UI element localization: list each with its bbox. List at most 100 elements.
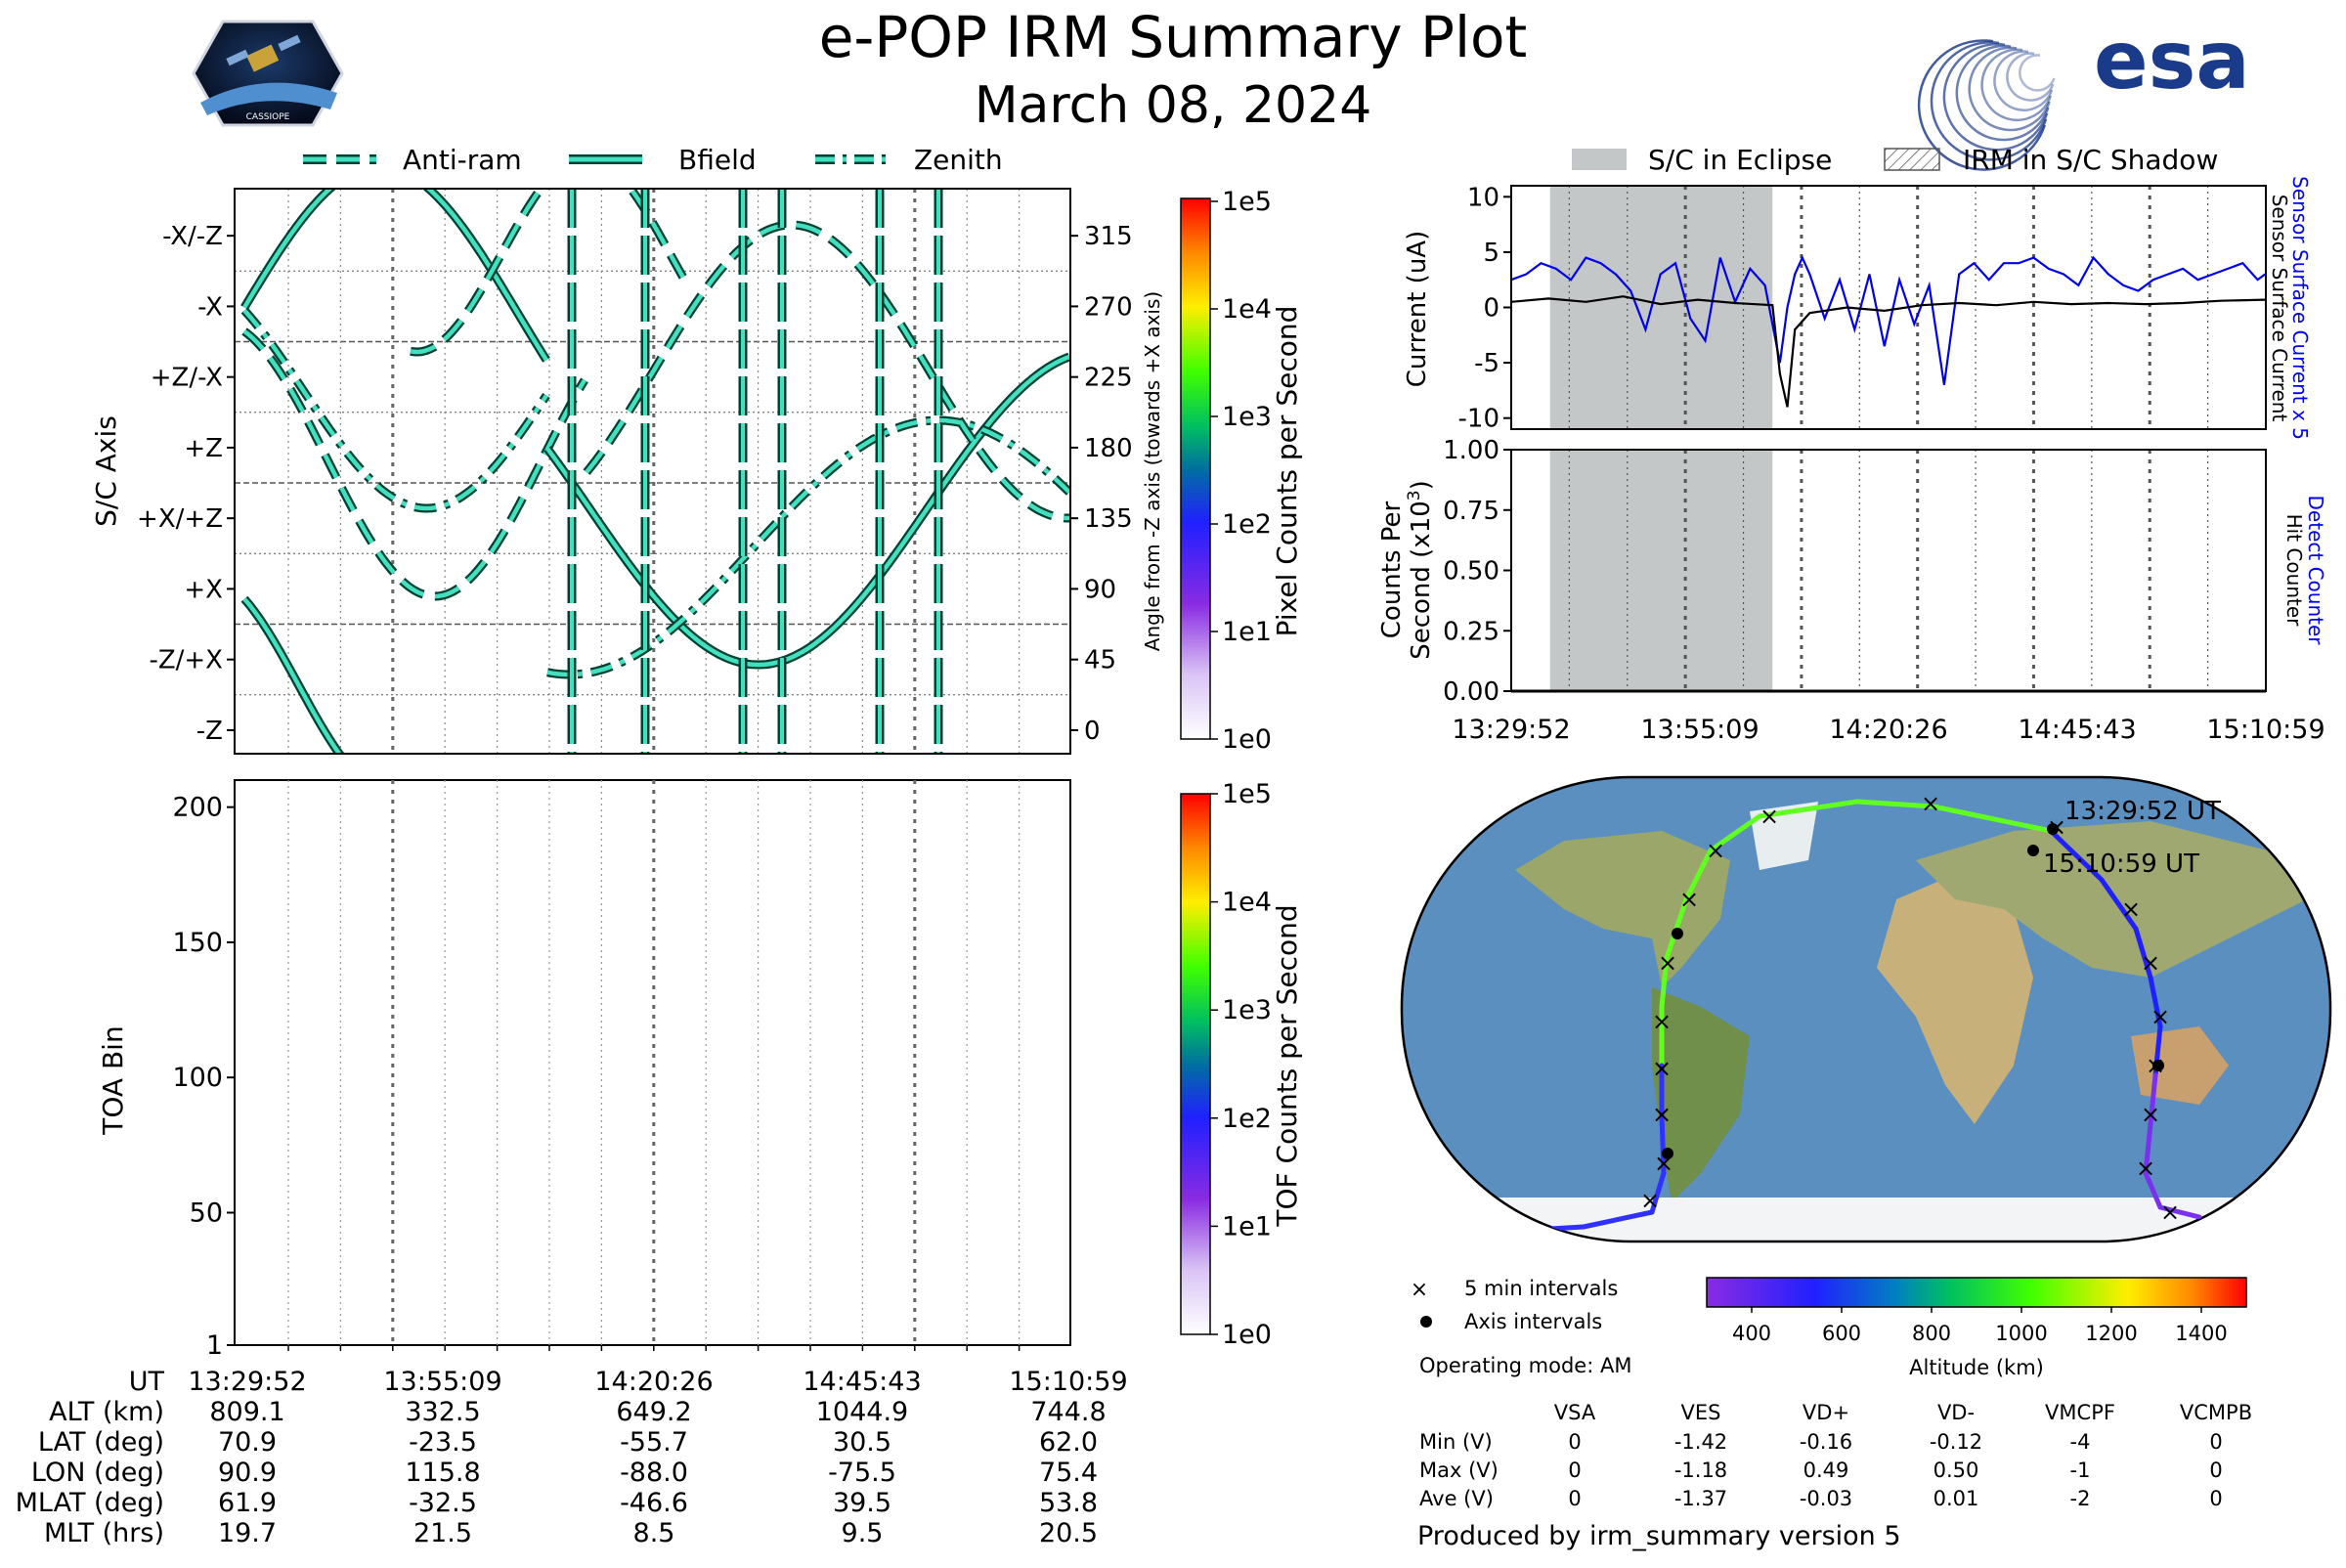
- current-panel: 10 5 0 -5 -10 Current (uA) Sensor Surface Cu…: [1403, 176, 2312, 440]
- voltage-cell: 0: [1568, 1487, 1581, 1510]
- altitude-tick-label: 600: [1822, 1322, 1861, 1345]
- orbit-track-segment: [1757, 799, 1860, 819]
- axis-y2tick-label: 90: [1084, 575, 1116, 604]
- stats-cell: 13:29:52: [188, 1367, 306, 1397]
- stats-row-label: LAT (deg): [38, 1427, 164, 1458]
- stats-cell: 744.8: [1030, 1397, 1106, 1427]
- current-ylabel: Current (uA): [1403, 231, 1432, 387]
- map-end-label: 15:10:59 UT: [2043, 849, 2199, 879]
- axis-y2tick-label: 270: [1084, 292, 1133, 322]
- voltage-cell: -0.16: [1800, 1430, 1852, 1454]
- pixel-counts-colorbar: 1e0 1e1 1e2 1e3 1e4 1e5 Pixel Counts per Seco…: [1180, 187, 1303, 755]
- time-tick-label: 14:45:43: [2018, 715, 2136, 745]
- stats-cell: 62.0: [1039, 1427, 1098, 1458]
- sc-axis-y2label: Angle from -Z axis (towards +X axis): [1141, 291, 1164, 651]
- current-ytick-label: -10: [1458, 405, 1499, 434]
- esa-arc: [2006, 52, 2055, 102]
- voltage-table: VSA VES VD+ VD- VMCPF VCMPB Min (V) 0 -1.42 -0.16…: [1419, 1401, 2252, 1510]
- orbit-track-segment: [1933, 804, 2052, 834]
- esa-arc: [1980, 48, 2052, 122]
- esa-logo: esa: [1917, 15, 2250, 171]
- counts-ylabel-line2: Second (x103): [1405, 480, 1436, 660]
- stats-cell: 75.4: [1039, 1458, 1098, 1488]
- axis-ytick-label: +Z: [184, 434, 223, 463]
- esa-arc: [1917, 39, 2046, 171]
- toa-ytick-label: 100: [172, 1063, 223, 1093]
- legend-5min: 5 min intervals: [1464, 1277, 1618, 1300]
- voltage-cell: -2: [2070, 1487, 2091, 1510]
- orbit-track-segment: [2148, 1072, 2158, 1127]
- map-legend: × 5 min intervals Axis intervals: [1411, 1277, 1619, 1333]
- eclipse-legend: S/C in Eclipse IRM in S/C Shadow: [1572, 144, 2218, 176]
- axis-interval-marker: [2152, 1060, 2164, 1071]
- axis-y2tick-label: 225: [1084, 364, 1133, 393]
- five-min-marker: ×: [1652, 1101, 1672, 1128]
- altitude-label: Altitude (km): [1909, 1356, 2044, 1379]
- counts-ylabel-line1: Counts Per: [1377, 501, 1407, 638]
- altitude-tick-label: 400: [1732, 1322, 1771, 1345]
- stats-cell: 1044.9: [816, 1397, 908, 1427]
- counts-ytick-label: 1.00: [1443, 436, 1499, 465]
- five-min-marker: ×: [1679, 886, 1699, 913]
- sc-axis-ylabel: S/C Axis: [90, 415, 122, 527]
- five-min-marker: ×: [1658, 949, 1677, 977]
- axis-y2tick-label: 45: [1084, 646, 1116, 675]
- orbit-track-segment: [1854, 799, 1936, 809]
- footer-credit: Produced by irm_summary version 5: [1417, 1521, 1901, 1551]
- voltage-header: VES: [1681, 1401, 1721, 1424]
- voltage-cell: -1: [2070, 1459, 2091, 1482]
- voltage-cell: 0: [1568, 1430, 1581, 1454]
- altitude-tick-label: 1200: [2085, 1322, 2137, 1345]
- page-date: March 08, 2024: [975, 76, 1372, 135]
- voltage-cell: -4: [2070, 1430, 2091, 1454]
- voltage-row-label: Max (V): [1419, 1459, 1499, 1482]
- voltage-cell: 0.49: [1803, 1459, 1849, 1482]
- voltage-header: VD+: [1803, 1401, 1849, 1424]
- voltage-cell: 0.01: [1933, 1487, 1979, 1510]
- stats-cell: 115.8: [405, 1458, 480, 1488]
- voltage-cell: -0.12: [1930, 1430, 1982, 1454]
- toa-ytick-label: 1: [206, 1330, 223, 1361]
- axis-interval-marker: [2047, 823, 2059, 835]
- toa-ytick-label: 200: [172, 793, 223, 823]
- angle-trace: [242, 597, 342, 754]
- colorbar-tick-label: 1e4: [1222, 888, 1272, 918]
- stats-cell: 14:45:43: [803, 1367, 921, 1397]
- five-min-marker: ×: [2136, 1154, 2155, 1182]
- pixel-counts-label: Pixel Counts per Second: [1271, 306, 1303, 637]
- voltage-header: VSA: [1554, 1401, 1596, 1424]
- voltage-cell: 0: [2209, 1459, 2222, 1482]
- legend-bfield: Bfield: [678, 144, 757, 176]
- x-marker-icon: ×: [1411, 1278, 1428, 1302]
- stats-cell: 39.5: [833, 1488, 891, 1518]
- axis-ytick-label: -Z: [196, 717, 223, 746]
- esa-arc: [1955, 44, 2050, 142]
- orbit-stats-table: UT 13:29:52 13:55:09 14:20:26 14:45:43 15:10:…: [16, 1367, 1128, 1548]
- colorbar-tick-label: 1e1: [1222, 1211, 1272, 1241]
- five-min-marker: ×: [1640, 1187, 1660, 1214]
- colorbar-tick-label: 1e4: [1222, 294, 1272, 325]
- axis-y2tick-label: 135: [1084, 504, 1133, 534]
- stats-cell: 70.9: [218, 1427, 277, 1458]
- colorbar-tick-label: 1e0: [1222, 724, 1272, 755]
- axis-ytick-label: +Z/-X: [151, 364, 223, 393]
- five-min-marker: ×: [1921, 790, 1940, 817]
- voltage-cell: 0: [1568, 1459, 1581, 1482]
- axis-y2tick-label: 315: [1084, 222, 1133, 251]
- orbit-track-segment: [2099, 877, 2139, 932]
- five-min-marker: ×: [1760, 803, 1779, 830]
- orbit-track-segment: [2133, 926, 2153, 980]
- axis-interval-marker: [1672, 928, 1683, 939]
- orbit-map: ×××××××××××××××××× 13:29:52 UT 15:10:59 …: [1400, 775, 2332, 1243]
- esa-arc: [1968, 46, 2051, 132]
- angle-trace: [242, 308, 548, 511]
- five-min-marker: ×: [2160, 1198, 2180, 1226]
- dot-marker-icon: [1420, 1316, 1432, 1328]
- stats-cell: 809.1: [209, 1397, 284, 1427]
- voltage-cell: 0: [2209, 1430, 2222, 1454]
- stats-cell: 19.7: [218, 1518, 277, 1548]
- counts-ytick-label: 0.25: [1443, 617, 1499, 646]
